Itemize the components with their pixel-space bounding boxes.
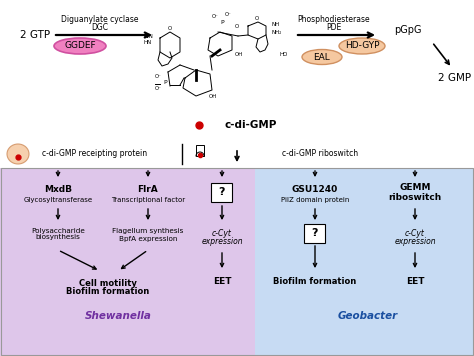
Text: NH₂: NH₂ [272, 30, 283, 35]
Text: O: O [255, 16, 259, 21]
Text: ?: ? [219, 187, 225, 197]
Text: EET: EET [406, 277, 424, 287]
FancyBboxPatch shape [196, 145, 204, 156]
Text: ?: ? [312, 228, 318, 238]
Text: O: O [168, 26, 172, 31]
Bar [0, 168, 255, 356]
Text: P: P [163, 79, 167, 84]
Text: GGDEF: GGDEF [64, 42, 96, 51]
Text: expression: expression [201, 236, 243, 246]
Text: c-di-GMP receipting protein: c-di-GMP receipting protein [43, 150, 147, 158]
Ellipse shape [54, 38, 106, 54]
Text: Biofilm formation: Biofilm formation [66, 288, 150, 297]
Text: HO: HO [280, 52, 288, 58]
Bar [0, 0, 474, 140]
FancyBboxPatch shape [304, 224, 326, 242]
Text: c-di-GMP riboswitch: c-di-GMP riboswitch [282, 150, 358, 158]
Text: expression: expression [394, 236, 436, 246]
Bar [1, 168, 473, 355]
Text: NH: NH [272, 22, 280, 27]
Text: OH: OH [235, 52, 243, 57]
Text: GEMM: GEMM [399, 183, 431, 193]
Text: c-di-GMP: c-di-GMP [225, 120, 277, 130]
Ellipse shape [339, 38, 385, 54]
Text: FlrA: FlrA [137, 185, 158, 194]
Text: GSU1240: GSU1240 [292, 185, 338, 194]
Text: O⁻: O⁻ [225, 12, 231, 17]
Text: O⁻: O⁻ [211, 15, 219, 20]
Text: HD-GYP: HD-GYP [345, 42, 379, 51]
Text: Flagellum synthesis
BpfA expression: Flagellum synthesis BpfA expression [112, 229, 184, 241]
Text: Phosphodiesterase: Phosphodiesterase [298, 16, 370, 25]
Text: 2 GMP: 2 GMP [438, 73, 472, 83]
Ellipse shape [302, 49, 342, 64]
Text: c-Cyt: c-Cyt [212, 229, 232, 237]
Text: Shewanella: Shewanella [84, 311, 151, 321]
Text: Polysaccharide
biosynthesis: Polysaccharide biosynthesis [31, 227, 85, 241]
Text: EET: EET [213, 277, 231, 287]
Text: PilZ domain protein: PilZ domain protein [281, 197, 349, 203]
Text: EAL: EAL [314, 52, 330, 62]
Text: OH: OH [209, 94, 217, 99]
Text: Cell motility: Cell motility [79, 278, 137, 288]
Text: c-Cyt: c-Cyt [405, 229, 425, 237]
Text: O⁻: O⁻ [155, 73, 161, 79]
FancyBboxPatch shape [211, 183, 233, 201]
Text: HN: HN [144, 40, 152, 44]
Text: pGpG: pGpG [394, 25, 422, 35]
Text: H₂N: H₂N [143, 33, 153, 38]
Text: DGC: DGC [91, 23, 109, 32]
Text: Glycosyltransferase: Glycosyltransferase [23, 197, 92, 203]
Text: O: O [235, 23, 239, 28]
Text: 2 GTP: 2 GTP [20, 30, 50, 40]
Bar [255, 168, 474, 356]
Text: MxdB: MxdB [44, 185, 72, 194]
Text: riboswitch: riboswitch [388, 194, 442, 203]
Text: P: P [220, 20, 224, 25]
Text: Geobacter: Geobacter [338, 311, 398, 321]
Ellipse shape [7, 144, 29, 164]
Text: Transcriptional factor: Transcriptional factor [111, 197, 185, 203]
Text: Biofilm formation: Biofilm formation [273, 277, 356, 287]
Text: PDE: PDE [327, 23, 342, 32]
Text: Diguanylate cyclase: Diguanylate cyclase [61, 16, 139, 25]
Text: O⁻: O⁻ [155, 85, 161, 90]
